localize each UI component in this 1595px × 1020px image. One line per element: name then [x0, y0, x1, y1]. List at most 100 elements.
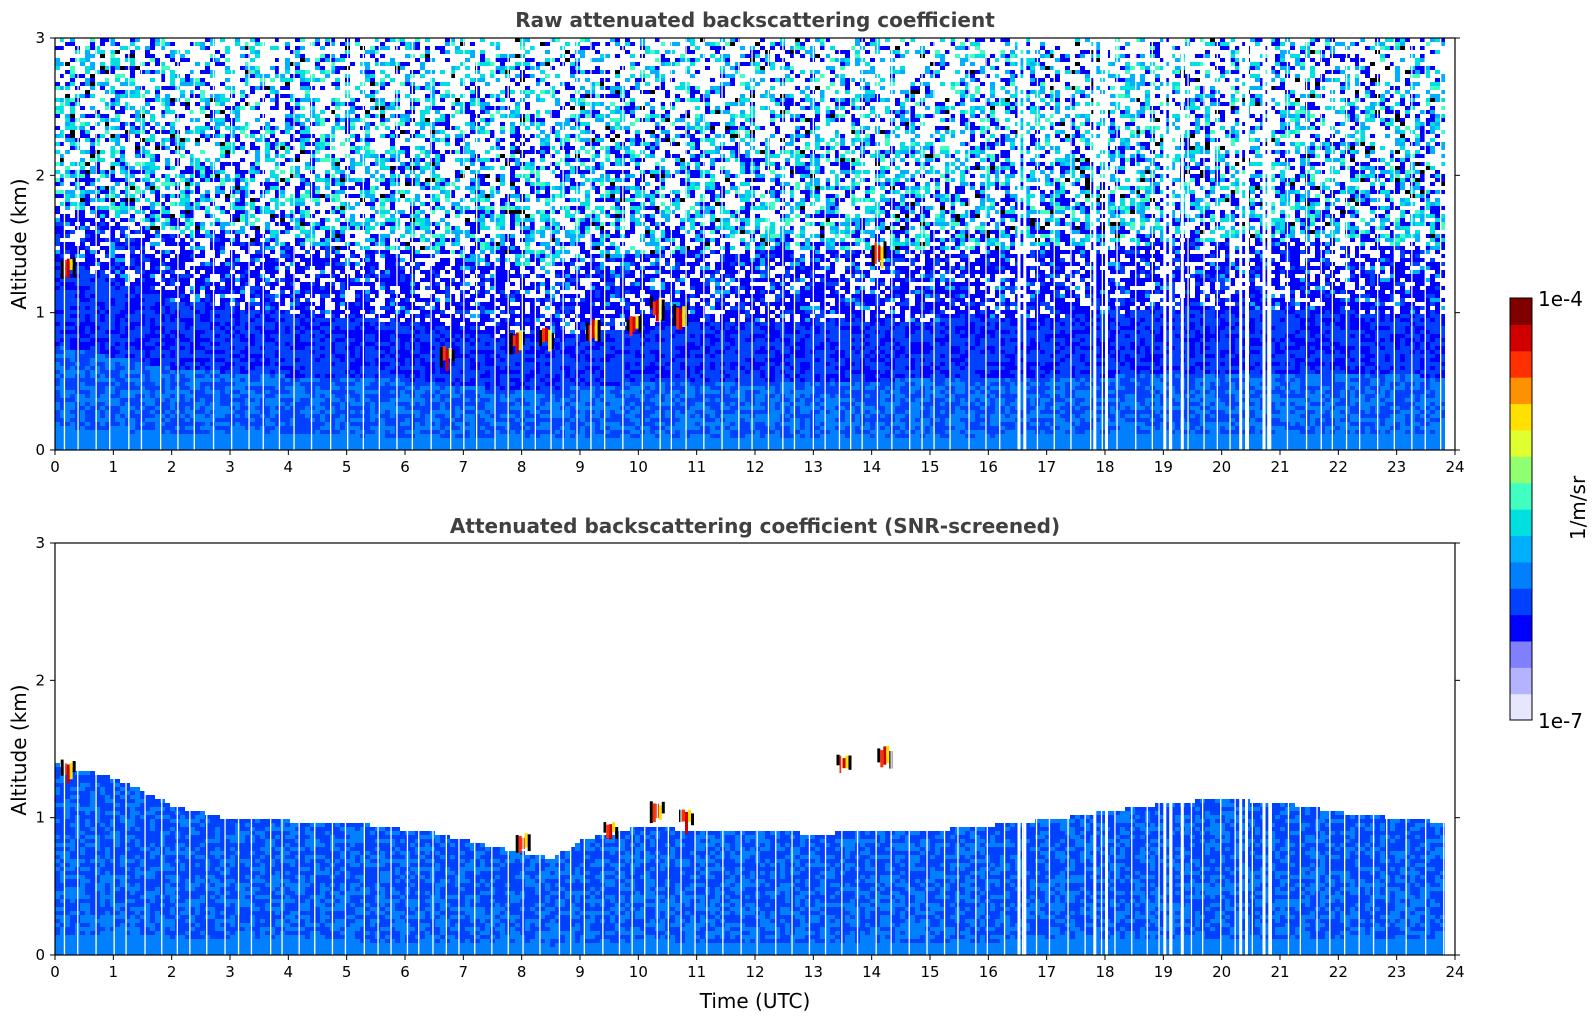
heatmap-cell [320, 446, 325, 450]
heatmap-cell [180, 82, 185, 86]
heatmap-cell [160, 302, 165, 306]
heatmap-cell [160, 182, 165, 186]
heatmap-cell [110, 406, 115, 410]
heatmap-cell [140, 374, 145, 378]
heatmap-cell [365, 378, 370, 382]
heatmap-cell [185, 234, 190, 238]
heatmap-cell [190, 266, 195, 270]
heatmap-cell [60, 226, 65, 230]
heatmap-cell [150, 374, 155, 378]
heatmap-cell [135, 130, 140, 134]
heatmap-cell [280, 178, 285, 182]
heatmap-cell [325, 366, 330, 370]
heatmap-cell [315, 402, 320, 406]
heatmap-cell [160, 434, 165, 438]
heatmap-cell [165, 182, 170, 186]
heatmap-cell [145, 270, 150, 274]
heatmap-cell [100, 70, 105, 74]
heatmap-cell [300, 314, 305, 318]
heatmap-cell [200, 390, 205, 394]
heatmap-cell [90, 374, 95, 378]
heatmap-cell [250, 290, 255, 294]
heatmap-cell [320, 330, 325, 334]
heatmap-cell [115, 270, 120, 274]
heatmap-cell [285, 370, 290, 374]
heatmap-cell [205, 38, 210, 42]
heatmap-cell [100, 334, 105, 338]
heatmap-cell [105, 354, 110, 358]
heatmap-cell [280, 186, 285, 190]
heatmap-cell [245, 218, 250, 222]
heatmap-cell [300, 382, 305, 386]
heatmap-cell [215, 430, 220, 434]
heatmap-cell [185, 254, 190, 258]
heatmap-cell [205, 310, 210, 314]
heatmap-cell [330, 62, 335, 66]
heatmap-cell [70, 74, 75, 78]
heatmap-cell [195, 334, 200, 338]
heatmap-cell [325, 426, 330, 430]
heatmap-cell [185, 374, 190, 378]
heatmap-cell [70, 38, 75, 42]
heatmap-cell [145, 98, 150, 102]
heatmap-cell [165, 414, 170, 418]
heatmap-cell [275, 378, 280, 382]
heatmap-cell [235, 394, 240, 398]
heatmap-cell [170, 402, 175, 406]
heatmap-cell [325, 342, 330, 346]
heatmap-cell [285, 242, 290, 246]
heatmap-cell [285, 122, 290, 126]
heatmap-cell [300, 318, 305, 322]
heatmap-cell [290, 410, 295, 414]
heatmap-cell [85, 306, 90, 310]
heatmap-cell [250, 350, 255, 354]
heatmap-cell [180, 254, 185, 258]
heatmap-cell [190, 426, 195, 430]
heatmap-cell [140, 294, 145, 298]
heatmap-cell [385, 338, 390, 342]
heatmap-cell [250, 306, 255, 310]
heatmap-cell [60, 390, 65, 394]
heatmap-cell [190, 434, 195, 438]
heatmap-cell [60, 254, 65, 258]
heatmap-cell [265, 338, 270, 342]
heatmap-cell [65, 98, 70, 102]
heatmap-cell [140, 314, 145, 318]
heatmap-cell [125, 206, 130, 210]
heatmap-cell [280, 262, 285, 266]
heatmap-cell [355, 390, 360, 394]
heatmap-cell [140, 302, 145, 306]
heatmap-cell [355, 382, 360, 386]
heatmap-cell [235, 262, 240, 266]
heatmap-cell [180, 346, 185, 350]
heatmap-cell [190, 354, 195, 358]
heatmap-cell [120, 330, 125, 334]
heatmap-cell [110, 98, 115, 102]
heatmap-cell [315, 98, 320, 102]
heatmap-cell [70, 250, 75, 254]
heatmap-cell [195, 206, 200, 210]
heatmap-cell [335, 414, 340, 418]
heatmap-cell [65, 398, 70, 402]
heatmap-cell [295, 174, 300, 178]
heatmap-cell [220, 262, 225, 266]
heatmap-cell [335, 398, 340, 402]
heatmap-cell [185, 386, 190, 390]
heatmap-cell [115, 402, 120, 406]
heatmap-cell [190, 350, 195, 354]
heatmap-cell [305, 178, 310, 182]
heatmap-cell [290, 174, 295, 178]
heatmap-cell [200, 374, 205, 378]
heatmap-cell [135, 386, 140, 390]
heatmap-cell [150, 390, 155, 394]
heatmap-cell [265, 310, 270, 314]
heatmap-cell [220, 206, 225, 210]
heatmap-cell [235, 170, 240, 174]
heatmap-cell [120, 230, 125, 234]
heatmap-cell [55, 258, 60, 262]
heatmap-cell [300, 290, 305, 294]
heatmap-cell [65, 382, 70, 386]
heatmap-cell [250, 370, 255, 374]
heatmap-cell [310, 122, 315, 126]
heatmap-cell [370, 414, 375, 418]
